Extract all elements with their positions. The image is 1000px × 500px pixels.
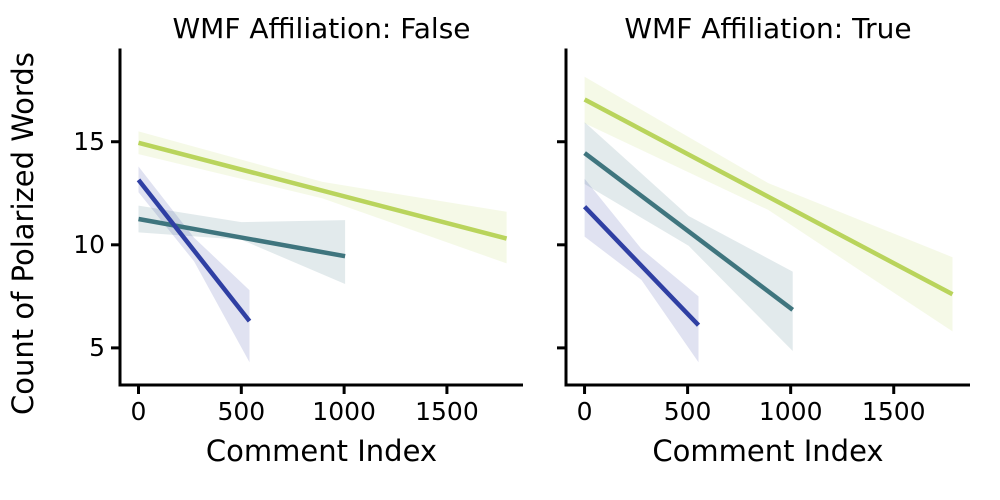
regression-line-teal <box>583 151 795 312</box>
y-tick-label: 5 <box>89 332 105 362</box>
x-tick-label: 500 <box>217 397 266 426</box>
regression-line-yellow-green <box>583 97 954 297</box>
x-axis-label: Comment Index <box>205 434 438 468</box>
x-tick-label: 1000 <box>312 397 376 426</box>
confidence-band-yellow-green <box>584 76 953 332</box>
confidence-band-teal <box>138 205 346 284</box>
x-tick-label: 0 <box>130 397 147 426</box>
plot-area <box>111 48 523 394</box>
x-tick-label: 0 <box>576 397 593 426</box>
regression-line-yellow-green <box>137 140 508 241</box>
x-axis-label: Comment Index <box>652 434 884 468</box>
plot-canvas <box>557 48 970 394</box>
confidence-band-yellow-green <box>138 131 507 264</box>
regression-line-blue <box>136 178 252 323</box>
regression-line-blue <box>582 205 701 327</box>
x-tick-label: 1500 <box>415 397 479 426</box>
x-tick-label: 1000 <box>758 397 823 426</box>
plot-canvas <box>111 48 523 394</box>
plot-area <box>557 48 970 394</box>
y-tick-label: 15 <box>73 126 105 156</box>
confidence-band-blue <box>584 178 699 363</box>
confidence-band-teal <box>584 122 793 351</box>
y-tick-label: 10 <box>73 229 105 259</box>
panel-title: WMF Affiliation: True <box>624 12 912 45</box>
x-tick-label: 500 <box>663 397 712 426</box>
x-tick-label: 1500 <box>861 397 926 426</box>
panel-title: WMF Affiliation: False <box>172 12 471 45</box>
